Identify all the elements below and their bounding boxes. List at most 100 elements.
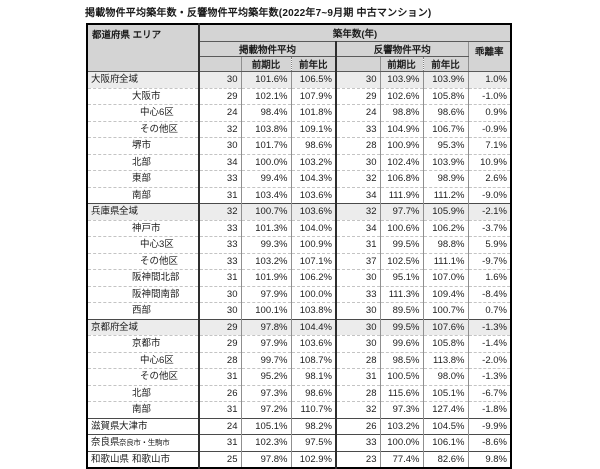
value-cell: 100.6% xyxy=(379,219,423,237)
building-age-table: 都道府県 エリア 築年数(年) 掲載物件平均 反響物件平均 乖離率 前期比 前年… xyxy=(86,23,512,469)
prefecture-area-cell: 京都府 全域 xyxy=(87,318,199,336)
value-cell: 32 xyxy=(335,203,380,220)
prefecture-area-cell: 中心3区 xyxy=(87,236,199,253)
area-label: 北部 xyxy=(132,156,152,168)
value-cell: 29 xyxy=(198,87,241,105)
prefecture-area-cell: 滋賀県 大津市 xyxy=(87,417,199,435)
value-cell: 30 xyxy=(335,153,380,171)
value-cell: 103.2% xyxy=(290,153,336,171)
value-cell: 103.6% xyxy=(290,203,336,220)
value-cell: 105.9% xyxy=(422,203,468,220)
area-label: 阪神間南部 xyxy=(132,288,180,300)
prefecture-area-cell: 堺市 xyxy=(87,137,199,154)
prefecture-area-cell: 北部 xyxy=(87,153,199,171)
value-cell: 103.9% xyxy=(422,71,468,88)
value-cell: 111.1% xyxy=(422,252,468,270)
value-cell: 104.0% xyxy=(290,219,336,237)
value-cell: 98.4% xyxy=(240,104,291,121)
value-cell: 28 xyxy=(335,351,380,369)
prefecture-label: 滋賀県 xyxy=(91,420,120,432)
value-cell: 30 xyxy=(335,269,380,286)
header-spacer-listed xyxy=(198,56,241,72)
value-cell: 30 xyxy=(335,318,380,336)
value-cell: 97.2% xyxy=(240,401,291,418)
value-cell: 106.8% xyxy=(379,170,423,187)
value-cell: 103.6% xyxy=(290,335,336,352)
header-listed-qoq: 前期比 xyxy=(240,56,291,72)
prefecture-area-cell: 中心6区 xyxy=(87,104,199,121)
prefecture-area-cell: 中心6区 xyxy=(87,351,199,369)
area-label: 中心6区 xyxy=(140,107,174,119)
value-cell: 98.8% xyxy=(379,104,423,121)
table-header: 都道府県 エリア 築年数(年) 掲載物件平均 反響物件平均 乖離率 前期比 前年… xyxy=(87,24,511,72)
header-divergence-rate: 乖離率 xyxy=(467,41,511,72)
value-cell: 97.9% xyxy=(240,285,291,303)
table-row: 兵庫県 全域 32 100.7% 103.6% 32 97.7% 105.9% -2.1% xyxy=(87,203,511,220)
prefecture-area-cell: 大阪府 全域 xyxy=(87,71,199,88)
value-cell: 102.1% xyxy=(240,87,291,105)
value-cell: 82.6% xyxy=(422,450,468,468)
value-cell: 26 xyxy=(335,417,380,435)
value-cell: 103.8% xyxy=(290,302,336,319)
table-row: 神戸市 33 101.3% 104.0% 34 100.6% 106.2% -3.7% xyxy=(87,219,511,237)
prefecture-label: 兵庫県 xyxy=(91,206,120,217)
value-cell: 103.4% xyxy=(240,186,291,204)
value-cell: 97.9% xyxy=(240,335,291,352)
value-cell: 105.8% xyxy=(422,87,468,105)
value-cell: 106.1% xyxy=(422,434,468,451)
area-label: その他区 xyxy=(140,371,179,383)
value-cell: 30 xyxy=(335,302,380,319)
value-cell: 102.4% xyxy=(379,153,423,171)
value-cell: -8.6% xyxy=(467,434,511,451)
value-cell: -2.1% xyxy=(467,203,511,220)
value-cell: 111.9% xyxy=(379,186,423,204)
value-cell: 33 xyxy=(335,434,380,451)
table-row: 南部 31 97.2% 110.7% 32 97.3% 127.4% -1.8% xyxy=(87,401,511,418)
value-cell: 103.6% xyxy=(290,186,336,204)
table-row: 北部 26 97.3% 98.6% 28 115.6% 105.1% -6.7% xyxy=(87,384,511,402)
prefecture-label: 京都府 xyxy=(91,321,120,333)
header-listed-average: 掲載物件平均 xyxy=(198,41,336,57)
prefecture-area-cell: 兵庫県 全域 xyxy=(87,203,199,220)
table-row: 和歌山県 和歌山市 25 97.8% 102.9% 23 77.4% 82.6% 9.8% xyxy=(87,450,511,468)
table-row: 中心6区 28 99.7% 108.7% 28 98.5% 113.8% -2.0% xyxy=(87,351,511,369)
value-cell: 98.0% xyxy=(422,368,468,385)
table-row: 南部 31 103.4% 103.6% 34 111.9% 111.2% -9.0% xyxy=(87,186,511,204)
area-label: 堺市 xyxy=(132,140,152,152)
value-cell: 33 xyxy=(198,252,241,270)
value-cell: 37 xyxy=(335,252,380,270)
value-cell: 100.9% xyxy=(379,137,423,154)
value-cell: -2.0% xyxy=(467,351,511,369)
table-row: 大阪市 29 102.1% 107.9% 29 102.6% 105.8% -1.0% xyxy=(87,87,511,105)
area-label: 南部 xyxy=(132,189,152,201)
header-response-yoy: 前年比 xyxy=(422,56,468,72)
value-cell: 104.9% xyxy=(379,120,423,138)
table-row: 堺市 30 101.7% 98.6% 28 100.9% 95.3% 7.1% xyxy=(87,137,511,154)
value-cell: 2.6% xyxy=(467,170,511,187)
value-cell: 107.9% xyxy=(290,87,336,105)
prefecture-area-cell: 西部 xyxy=(87,302,199,319)
value-cell: 28 xyxy=(335,137,380,154)
value-cell: 99.3% xyxy=(240,236,291,253)
area-label: 和歌山市 xyxy=(132,453,171,465)
value-cell: 104.4% xyxy=(290,318,336,336)
value-cell: 98.5% xyxy=(379,351,423,369)
value-cell: -8.4% xyxy=(467,285,511,303)
value-cell: 30 xyxy=(198,302,241,319)
value-cell: -9.9% xyxy=(467,417,511,435)
area-label: 北部 xyxy=(132,387,152,399)
value-cell: 31 xyxy=(198,186,241,204)
value-cell: 29 xyxy=(198,335,241,352)
value-cell: 99.4% xyxy=(240,170,291,187)
table-row: 京都市 29 97.9% 103.6% 30 99.6% 105.8% -1.4% xyxy=(87,335,511,352)
area-label: 南部 xyxy=(132,404,152,416)
prefecture-area-cell: 東部 xyxy=(87,170,199,187)
value-cell: 100.0% xyxy=(379,434,423,451)
value-cell: 32 xyxy=(198,120,241,138)
header-listed-yoy: 前年比 xyxy=(290,56,336,72)
prefecture-area-cell: 大阪市 xyxy=(87,87,199,105)
value-cell: 100.0% xyxy=(240,153,291,171)
header-spacer-response xyxy=(335,56,380,72)
table-row: 滋賀県 大津市 24 105.1% 98.2% 26 103.2% 104.5% -9.9% xyxy=(87,417,511,435)
table-row: その他区 33 103.2% 107.1% 37 102.5% 111.1% -9.7% xyxy=(87,252,511,270)
